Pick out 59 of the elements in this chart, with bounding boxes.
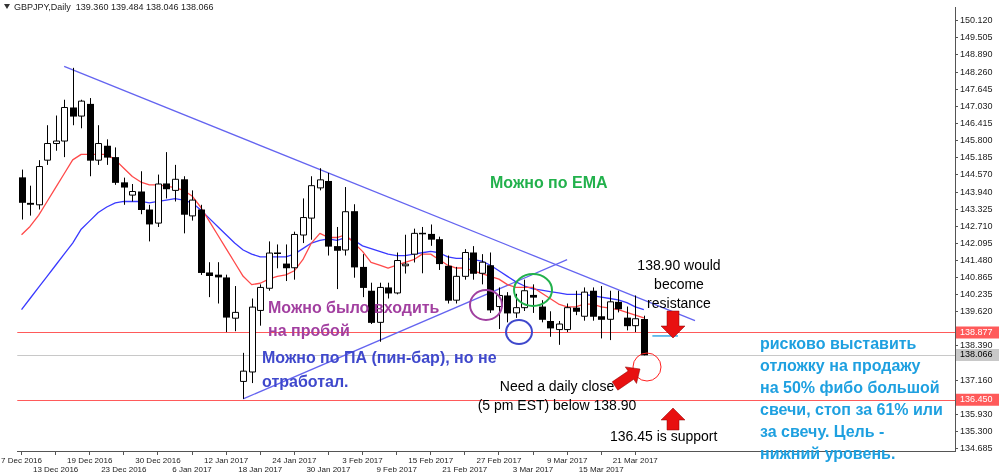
y-tick-label: 142.710 bbox=[960, 220, 993, 231]
candlestick bbox=[146, 204, 153, 242]
y-tick-label: 149.505 bbox=[960, 32, 993, 43]
y-tick-label: 142.095 bbox=[960, 237, 993, 248]
x-tick-label: 30 Dec 2016 bbox=[135, 455, 182, 465]
candlestick bbox=[360, 253, 367, 298]
y-tick-label: 143.325 bbox=[960, 203, 993, 214]
annotation: 138.90 would become resistance bbox=[636, 256, 722, 313]
candlestick bbox=[530, 283, 537, 314]
x-tick-label: 13 Dec 2016 bbox=[32, 465, 79, 474]
y-tick-label: 135.300 bbox=[960, 426, 993, 437]
chart-title: GBPJPY,Daily 139.360 139.484 138.046 138.066 bbox=[14, 2, 214, 12]
x-tick-label: 15 Feb 2017 bbox=[408, 455, 454, 465]
y-tick-label: 134.685 bbox=[960, 443, 993, 454]
candlestick bbox=[547, 310, 554, 338]
y-tick-label: 150.120 bbox=[960, 15, 993, 26]
x-tick-label: 15 Mar 2017 bbox=[578, 465, 625, 474]
x-tick-label: 24 Jan 2017 bbox=[272, 455, 317, 465]
y-tick-label: 137.160 bbox=[960, 374, 993, 385]
y-tick-label: 147.645 bbox=[960, 83, 993, 94]
y-tick-label: 141.480 bbox=[960, 254, 993, 265]
y-tick-label: 146.415 bbox=[960, 117, 993, 128]
y-tick-label: 144.570 bbox=[960, 169, 993, 180]
ref-line-label: 138.066 bbox=[960, 349, 993, 360]
y-tick-label: 148.890 bbox=[960, 49, 993, 60]
ref-line-label: 138.877 bbox=[960, 326, 993, 337]
y-tick-label: 148.260 bbox=[960, 66, 993, 77]
y-tick-label: 138.390 bbox=[960, 340, 993, 351]
ref-line-label: 136.450 bbox=[960, 394, 993, 405]
annotation: 136.45 is support bbox=[610, 428, 719, 444]
y-tick-label: 147.030 bbox=[960, 100, 993, 111]
x-tick-label: 9 Feb 2017 bbox=[376, 465, 418, 474]
x-tick-label: 21 Feb 2017 bbox=[442, 465, 488, 474]
x-tick-label: 27 Feb 2017 bbox=[476, 455, 522, 465]
y-tick-label: 135.930 bbox=[960, 408, 993, 419]
y-tick-label: 139.620 bbox=[960, 306, 993, 317]
annotation: Need a daily close (5 pm EST) below 138.90 bbox=[476, 377, 638, 415]
y-tick-label: 143.940 bbox=[960, 186, 993, 197]
candlestick bbox=[27, 185, 34, 217]
x-tick-label: 7 Dec 2016 bbox=[1, 455, 43, 465]
x-tick-label: 9 Mar 2017 bbox=[546, 455, 588, 465]
candlestick bbox=[138, 170, 145, 215]
x-tick-label: 3 Feb 2017 bbox=[342, 455, 384, 465]
x-tick-label: 12 Jan 2017 bbox=[204, 455, 249, 465]
candlestick bbox=[44, 124, 51, 166]
x-tick-label: 6 Jan 2017 bbox=[172, 465, 213, 474]
candlestick bbox=[539, 299, 546, 323]
x-tick-label: 23 Dec 2016 bbox=[101, 465, 148, 474]
x-tick-label: 19 Dec 2016 bbox=[67, 455, 113, 465]
annotation: Можно по EMA bbox=[490, 174, 609, 192]
y-tick-label: 145.800 bbox=[960, 134, 993, 145]
y-tick-label: 140.235 bbox=[960, 289, 993, 300]
x-tick-label: 21 Mar 2017 bbox=[612, 455, 659, 465]
x-tick-label: 3 Mar 2017 bbox=[512, 465, 554, 474]
x-tick-label: 18 Jan 2017 bbox=[238, 465, 283, 474]
y-tick-label: 140.865 bbox=[960, 271, 993, 282]
candlestick bbox=[121, 177, 128, 206]
y-tick-label: 145.185 bbox=[960, 152, 993, 163]
x-tick-label: 30 Jan 2017 bbox=[306, 465, 351, 474]
